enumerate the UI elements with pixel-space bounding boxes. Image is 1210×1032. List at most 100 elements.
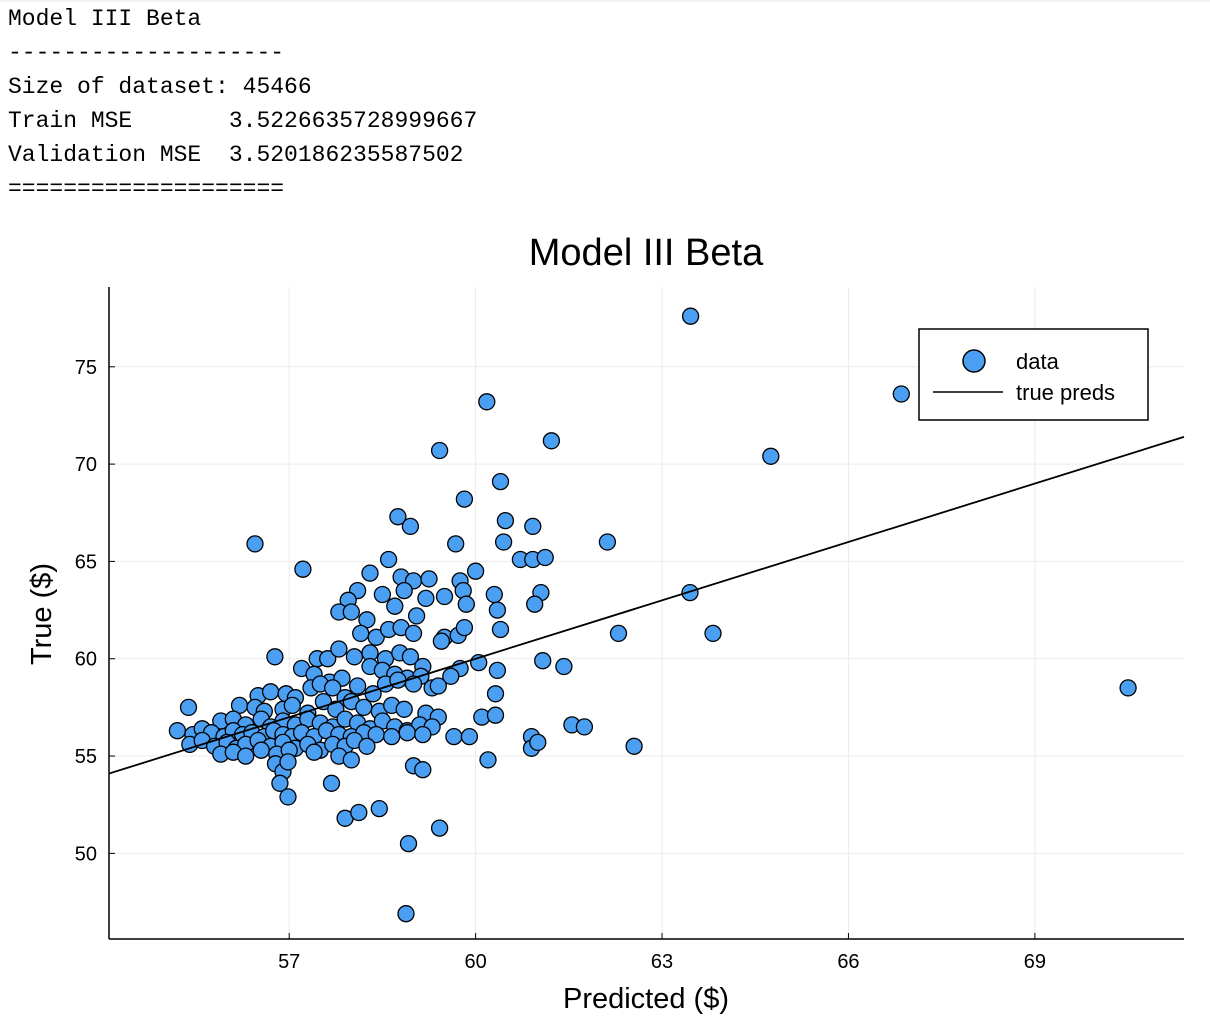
- console-title: Model III Beta: [8, 6, 202, 32]
- data-point: [168, 722, 187, 740]
- y-tick-label: 75: [75, 357, 97, 379]
- data-point: [430, 819, 449, 837]
- data-point: [401, 648, 420, 666]
- data-point: [379, 550, 398, 569]
- x-tick-label: 57: [278, 951, 300, 973]
- data-point: [432, 632, 451, 650]
- data-point: [319, 650, 337, 668]
- data-point: [704, 624, 722, 643]
- data-point: [542, 432, 561, 450]
- data-point: [1119, 679, 1137, 697]
- data-point: [279, 788, 297, 806]
- data-point: [271, 774, 289, 792]
- data-point: [398, 724, 416, 742]
- data-point: [455, 490, 474, 508]
- data-point: [352, 624, 370, 643]
- data-point: [345, 648, 364, 666]
- x-tick-label: 63: [651, 951, 673, 973]
- legend-box: [918, 328, 1149, 421]
- data-point: [457, 595, 475, 613]
- data-point: [479, 751, 497, 769]
- x-tick-label: 69: [1024, 951, 1046, 973]
- data-point: [179, 698, 198, 717]
- data-point: [397, 905, 415, 923]
- top-strip: [0, 0, 1210, 2]
- data-point: [526, 595, 544, 613]
- console-validation-mse: Validation MSE 3.520186235587502: [8, 142, 464, 168]
- data-point: [367, 628, 385, 646]
- data-point: [681, 307, 700, 325]
- data-point: [389, 508, 407, 526]
- data-point: [399, 834, 418, 853]
- y-tick-label: 70: [75, 454, 97, 476]
- data-point: [246, 535, 264, 553]
- data-point: [401, 517, 420, 536]
- data-point: [383, 727, 401, 746]
- axes: [108, 287, 1184, 940]
- data-points: [168, 307, 1137, 923]
- y-axis-label: True ($): [26, 563, 58, 665]
- data-point: [342, 751, 360, 769]
- data-point: [485, 585, 503, 604]
- data-point: [762, 447, 780, 465]
- data-point: [395, 581, 413, 600]
- data-point: [350, 803, 368, 822]
- data-point: [486, 685, 505, 703]
- data-point: [486, 706, 505, 724]
- data-point: [494, 533, 513, 551]
- data-point: [420, 570, 438, 588]
- x-axis-label: Predicted ($): [563, 983, 729, 1015]
- data-point: [534, 652, 552, 670]
- data-point: [322, 774, 341, 792]
- data-point: [330, 640, 348, 658]
- console-dataset-size: Size of dataset: 45466: [8, 74, 312, 100]
- data-point: [681, 583, 699, 602]
- data-point: [324, 679, 342, 697]
- data-point: [373, 585, 392, 604]
- data-point: [491, 472, 510, 491]
- scatter-chart: 57 60 63 66 69 50 55 60 65 70 75 Model III Beta Pr…: [26, 232, 1185, 1015]
- data-point: [407, 607, 426, 625]
- data-point: [445, 727, 463, 746]
- data-point: [252, 741, 270, 759]
- data-point: [361, 564, 379, 582]
- data-point: [488, 661, 507, 680]
- console-output: Model III Beta -------------------- Size…: [8, 2, 477, 206]
- x-tick-label: 60: [464, 951, 486, 973]
- data-point: [524, 517, 542, 536]
- data-point: [598, 533, 617, 551]
- data-point: [491, 620, 510, 639]
- true-preds-line-group: [108, 436, 1185, 775]
- x-tick-label: 66: [837, 951, 859, 973]
- data-point: [529, 733, 547, 752]
- data-point: [370, 799, 388, 818]
- data-point: [417, 589, 435, 608]
- data-point: [355, 698, 373, 717]
- data-point: [237, 747, 255, 765]
- y-tick-label: 60: [75, 649, 97, 671]
- data-point: [386, 597, 404, 615]
- data-point: [435, 587, 454, 606]
- data-point: [404, 624, 423, 643]
- data-point: [414, 761, 432, 779]
- console-footer-separator: ====================: [8, 176, 285, 202]
- data-point: [555, 657, 573, 676]
- data-point: [430, 441, 449, 460]
- data-point: [455, 618, 474, 637]
- data-point: [488, 601, 507, 619]
- data-point: [496, 511, 515, 530]
- data-point: [447, 535, 465, 553]
- data-point: [609, 624, 628, 643]
- data-point: [395, 700, 413, 718]
- data-point: [466, 562, 485, 580]
- console-separator: --------------------: [8, 40, 285, 66]
- data-point: [358, 737, 376, 755]
- data-point: [442, 667, 460, 685]
- y-tick-label: 55: [75, 746, 97, 768]
- legend-label-true-preds: true preds: [1016, 380, 1115, 405]
- data-point: [536, 548, 554, 567]
- data-point: [625, 737, 643, 755]
- legend-data-marker: [962, 349, 986, 373]
- data-point: [414, 725, 432, 744]
- data-point: [348, 677, 367, 695]
